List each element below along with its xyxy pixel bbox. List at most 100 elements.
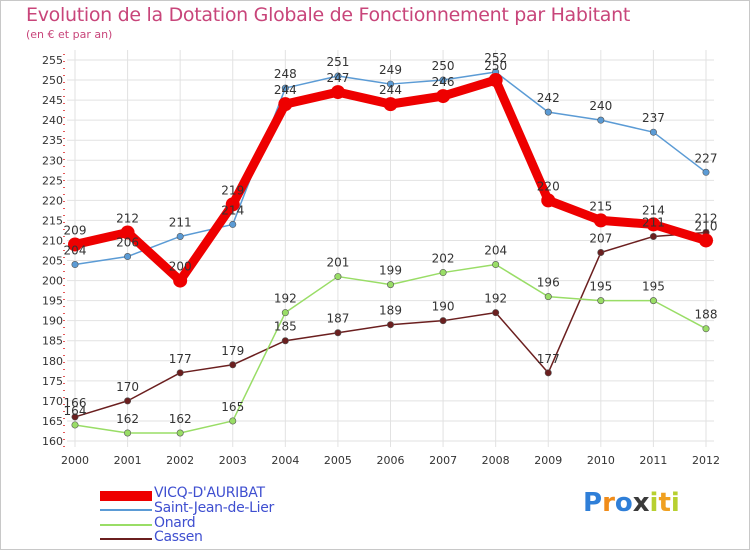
x-tick-label: 2002: [166, 454, 194, 467]
y-tick-label: 250: [42, 74, 63, 87]
y-tick-label: 200: [42, 275, 63, 288]
data-label: 188: [695, 308, 718, 322]
data-point: [646, 217, 661, 232]
data-point: [593, 213, 608, 228]
y-tick-label: 225: [42, 174, 63, 187]
data-label: 192: [484, 292, 507, 306]
data-point: [176, 429, 184, 437]
grid-lines: [67, 50, 714, 447]
data-label: 162: [116, 412, 139, 426]
legend-item-onard: Onard: [100, 515, 360, 532]
data-point: [124, 397, 132, 405]
data-label: 246: [432, 75, 455, 89]
data-label: 219: [221, 183, 244, 197]
data-label: 185: [274, 320, 297, 334]
data-label: 187: [326, 312, 349, 326]
data-label: 207: [589, 232, 612, 246]
data-point: [386, 321, 394, 329]
legend-swatch-cassen: [100, 538, 152, 540]
data-label: 212: [116, 211, 139, 225]
data-point: [597, 249, 605, 257]
data-point: [71, 261, 79, 269]
legend-swatch-saint-jean-de-lier: [100, 509, 152, 511]
x-tick-label: 2011: [639, 454, 667, 467]
proxiti-logo: Proxiti: [583, 488, 680, 518]
data-point: [699, 233, 713, 248]
data-point: [176, 369, 184, 377]
data-point: [229, 361, 237, 369]
data-label: 192: [274, 292, 297, 306]
x-tick-label: 2007: [429, 454, 457, 467]
data-label: 170: [116, 380, 139, 394]
x-tick-label: 2008: [482, 454, 510, 467]
data-point: [439, 317, 447, 325]
legend-item-saint-jean-de-lier: Saint-Jean-de-Lier: [100, 500, 360, 517]
data-point: [649, 128, 657, 136]
y-tick-label: 220: [42, 194, 63, 207]
y-tick-label: 255: [42, 54, 63, 67]
legend-item-vicq: VICQ-D'AURIBAT: [100, 485, 360, 502]
data-label: 237: [642, 111, 665, 125]
data-point: [68, 237, 82, 252]
data-point: [71, 421, 79, 429]
data-label: 215: [589, 199, 612, 213]
data-point: [488, 73, 503, 88]
data-point: [334, 72, 342, 80]
data-point: [225, 197, 240, 212]
logo-letter: x: [632, 488, 650, 518]
x-tick-label: 2005: [324, 454, 352, 467]
data-label: 212: [695, 211, 718, 225]
data-label: 204: [484, 244, 507, 258]
data-point: [541, 193, 556, 208]
y-tick-label: 195: [42, 295, 63, 308]
data-point: [229, 220, 237, 228]
data-point: [439, 76, 447, 84]
data-label: 244: [274, 83, 297, 97]
logo-letter: i: [649, 488, 659, 518]
data-point: [597, 297, 605, 305]
y-tick-label: 205: [42, 255, 63, 268]
logo-letter: P: [583, 488, 603, 518]
legend-swatch-onard: [100, 524, 152, 526]
legend-label-onard: Onard: [154, 515, 196, 531]
data-point: [278, 97, 293, 112]
data-point: [597, 116, 605, 124]
data-label: 227: [695, 151, 718, 165]
data-point: [330, 85, 345, 100]
data-label: 199: [379, 264, 402, 278]
series-lines: [68, 68, 713, 437]
y-tick-label: 235: [42, 134, 63, 147]
data-point: [439, 269, 447, 277]
data-point: [544, 293, 552, 301]
data-label: 162: [169, 412, 192, 426]
y-tick-label: 180: [42, 355, 63, 368]
x-tick-label: 2012: [692, 454, 720, 467]
data-label: 220: [537, 179, 560, 193]
data-point: [492, 261, 500, 269]
data-point: [436, 89, 451, 104]
x-tick-label: 2004: [271, 454, 299, 467]
x-tick-label: 2006: [377, 454, 405, 467]
data-point: [649, 297, 657, 305]
data-point: [649, 232, 657, 240]
y-tick-label: 230: [42, 154, 63, 167]
x-tick-label: 2001: [114, 454, 142, 467]
data-label: 211: [169, 215, 192, 229]
data-label: 177: [537, 352, 560, 366]
data-label: 179: [221, 344, 244, 358]
data-label: 166: [64, 396, 87, 410]
data-label: 177: [169, 352, 192, 366]
y-tick-label: 210: [42, 234, 63, 247]
data-label: 201: [326, 256, 349, 270]
legend-swatch-vicq: [100, 491, 152, 501]
data-label: 252: [484, 51, 507, 65]
data-point: [544, 108, 552, 116]
data-point: [386, 281, 394, 289]
data-label: 214: [221, 203, 244, 217]
data-label: 164: [64, 404, 87, 418]
data-point: [281, 309, 289, 317]
y-tick-label: 165: [42, 415, 63, 428]
